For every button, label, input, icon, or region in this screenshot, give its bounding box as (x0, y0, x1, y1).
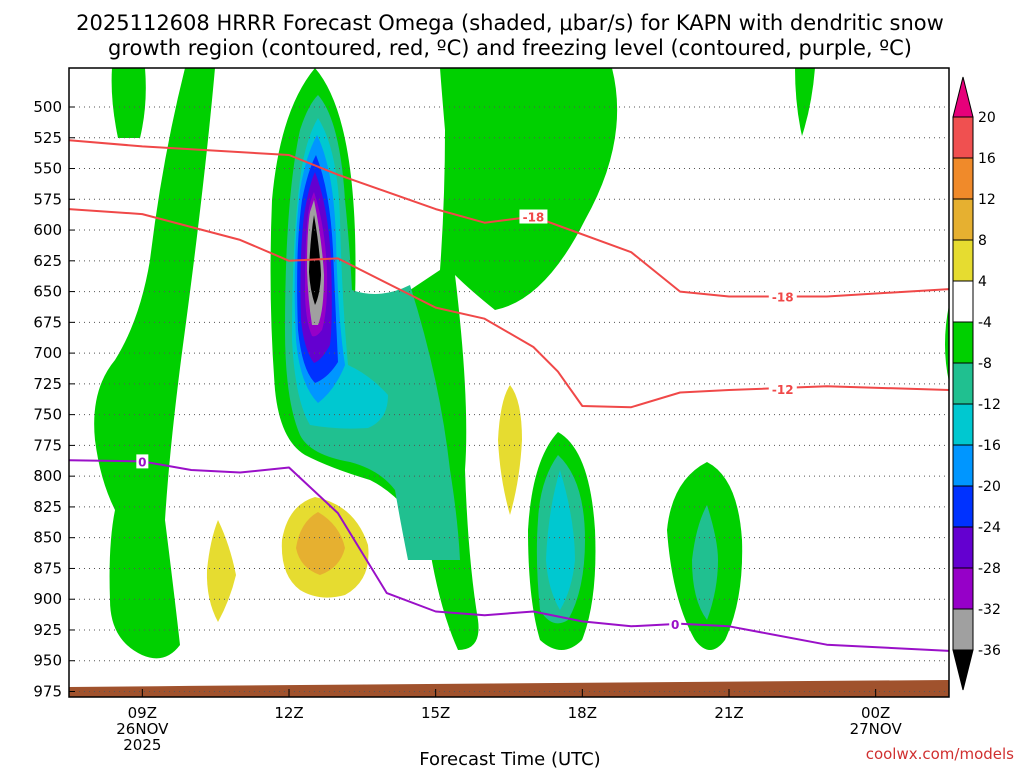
omega-region-plus8 (296, 512, 345, 575)
omega-region-top-right-finger (795, 68, 815, 136)
colorbar-label: -16 (978, 438, 1001, 454)
site-credit: coolwx.com/models (866, 745, 1014, 763)
colorbar: 20 16 12 8 4 -4 -8 -12 -16 -20 -24 -28 -32 -36 (952, 76, 1001, 691)
contour-label: -18 (523, 211, 545, 225)
colorbar-swatch (952, 116, 974, 159)
colorbar-label: -4 (978, 315, 992, 331)
omega-region-plus4-17z (498, 385, 522, 515)
contour-labels: -18 -18 -12 0 0 (136, 209, 797, 632)
x-tick-label: 27NOV (850, 720, 903, 738)
isotherm-0C (69, 459, 949, 652)
y-tick-label: 925 (33, 621, 62, 639)
y-tick-label: 975 (33, 683, 62, 701)
colorbar-top-arrow (952, 76, 974, 118)
contour-label-background (136, 454, 149, 469)
colorbar-swatch (952, 157, 974, 200)
colorbar-label: -8 (978, 356, 992, 372)
colorbar-label: -28 (978, 561, 1001, 577)
y-tick-label: 550 (33, 160, 62, 178)
x-tick-label: 18Z (568, 704, 597, 722)
y-tick-label: 875 (33, 559, 62, 577)
omega-region-left-band (94, 68, 215, 659)
y-tick-label: 750 (33, 406, 62, 424)
y-tick-label: 850 (33, 529, 62, 547)
y-tick-label: 700 (33, 344, 62, 362)
contour-label-background (768, 381, 797, 396)
colorbar-label: -32 (978, 602, 1001, 618)
chart-title-line-1: 2025112608 HRRR Forecast Omega (shaded, … (76, 11, 944, 35)
colorbar-label: 16 (978, 151, 996, 167)
colorbar-label: 12 (978, 192, 996, 208)
y-tick-label: 725 (33, 375, 62, 393)
x-tick-label: 12Z (274, 704, 303, 722)
contour-label: -18 (772, 291, 794, 305)
isotherm--12C (69, 208, 949, 409)
isotherm-contours (69, 139, 949, 652)
contour-label: 0 (671, 618, 679, 632)
contour-label-background (669, 616, 682, 631)
chart-title-line-2: growth region (contoured, red, ºC) and f… (108, 36, 912, 60)
y-tick-label: 900 (33, 590, 62, 608)
y-tick-label: 625 (33, 252, 62, 270)
omega-region-minus8-21z (692, 505, 718, 620)
y-tick-label: 600 (33, 221, 62, 239)
colorbar-label: -20 (978, 479, 1001, 495)
x-tick-label: 21Z (714, 704, 743, 722)
colorbar-swatch (952, 198, 974, 241)
x-tick-label: 2025 (123, 736, 161, 754)
colorbar-swatch (952, 485, 974, 528)
y-tick-label: 500 (33, 98, 62, 116)
isotherm--18C (69, 139, 949, 298)
y-tick-label: 825 (33, 498, 62, 516)
colorbar-label: 4 (978, 274, 987, 290)
colorbar-swatch (952, 239, 974, 282)
colorbar-swatch (952, 444, 974, 487)
y-tick-label: 800 (33, 467, 62, 485)
contour-label: 0 (138, 455, 146, 469)
y-tick-label: 650 (33, 283, 62, 301)
x-tick-label: 00Z (861, 704, 890, 722)
contour-label: -12 (772, 383, 794, 397)
y-tick-label: 675 (33, 313, 62, 331)
y-tick-label: 525 (33, 129, 62, 147)
x-tick-label: 09Z (128, 704, 157, 722)
contour-label-background (768, 289, 797, 304)
colorbar-label: 20 (978, 110, 996, 126)
colorbar-swatch (952, 280, 974, 323)
contour-label-background (519, 209, 548, 224)
y-tick-label: 775 (33, 436, 62, 454)
x-tick-label: 15Z (421, 704, 450, 722)
plot-area: -18 -18 -12 0 0 (68, 67, 950, 698)
colorbar-swatch (952, 403, 974, 446)
y-axis: 500 525 550 575 600 625 650 675 700 725 750 775 800 8… (33, 98, 75, 701)
omega-region-minus12-18z (546, 470, 575, 610)
colorbar-label: -24 (978, 520, 1001, 536)
colorbar-label: -12 (978, 397, 1001, 413)
colorbar-swatch (952, 567, 974, 610)
colorbar-swatch (952, 608, 974, 651)
y-tick-label: 950 (33, 652, 62, 670)
colorbar-swatch (952, 526, 974, 569)
omega-region-right-edge (945, 305, 949, 382)
colorbar-swatch (952, 362, 974, 405)
colorbar-swatch (952, 321, 974, 364)
y-tick-label: 575 (33, 190, 62, 208)
omega-region-plus4-left (206, 520, 236, 622)
gridlines (69, 106, 949, 692)
colorbar-label: -36 (978, 643, 1001, 659)
x-axis-label: Forecast Time (UTC) (419, 749, 600, 768)
colorbar-bottom-arrow (952, 649, 974, 691)
x-tick-label: 26NOV (116, 720, 169, 738)
omega-region-top-left-finger (111, 68, 146, 138)
plot-frame (68, 67, 950, 698)
colorbar-label: 8 (978, 233, 987, 249)
